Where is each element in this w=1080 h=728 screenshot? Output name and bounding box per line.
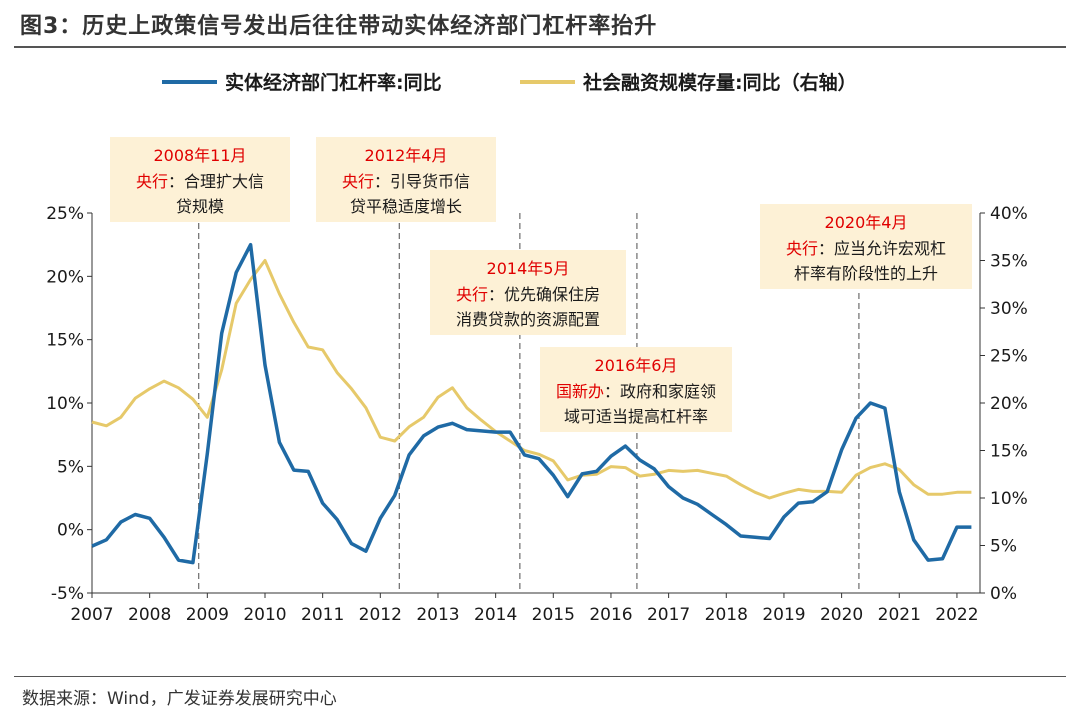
- legend-label-leverage: 实体经济部门杠杆率:同比: [225, 71, 442, 94]
- annotation-org: 央行: [342, 172, 374, 191]
- annotation-line-2: 域可适当提高杠杆率: [564, 407, 708, 426]
- x-tick-label: 2011: [301, 605, 344, 625]
- y-left-tick-label: 0%: [57, 521, 84, 541]
- annotation-line-2: 贷平稳适度增长: [350, 197, 462, 216]
- annotation-text: ：合理扩大信: [168, 172, 264, 191]
- annotation-box: [540, 347, 732, 432]
- y-right-tick-label: 20%: [990, 394, 1028, 414]
- x-tick-label: 2014: [474, 605, 517, 625]
- annotation-text: ：政府和家庭领: [604, 382, 716, 401]
- annotation-line-1: 央行：应当允许宏观杠: [786, 239, 946, 258]
- annotation-box: [110, 137, 290, 222]
- annotation-box: [430, 250, 626, 335]
- annotation-org: 央行: [786, 239, 818, 258]
- annotation-date: 2012年4月: [365, 146, 448, 165]
- x-tick-label: 2016: [589, 605, 632, 625]
- x-tick-label: 2020: [820, 605, 863, 625]
- title-rule: [14, 46, 1066, 48]
- y-right-tick-label: 25%: [990, 347, 1028, 367]
- x-tick-label: 2009: [186, 605, 229, 625]
- annotation-line-1: 央行：优先确保住房: [456, 285, 600, 304]
- y-right-tick-label: 40%: [990, 204, 1028, 224]
- y-left-tick-label: 15%: [46, 331, 84, 351]
- y-left-tick-label: -5%: [51, 584, 84, 604]
- x-tick-label: 2010: [243, 605, 286, 625]
- annotation-org: 国新办: [556, 382, 604, 401]
- annotation-org: 央行: [136, 172, 168, 191]
- x-tick-label: 2015: [532, 605, 575, 625]
- source-note: 数据来源：Wind，广发证券发展研究中心: [22, 689, 337, 709]
- y-left-tick-label: 20%: [46, 267, 84, 287]
- annotation-line-1: 国新办：政府和家庭领: [556, 382, 716, 401]
- annotation-date: 2020年4月: [825, 213, 908, 232]
- x-tick-label: 2022: [935, 605, 978, 625]
- y-left-tick-label: 25%: [46, 204, 84, 224]
- annotation-line-2: 贷规模: [176, 197, 224, 216]
- y-right-tick-label: 30%: [990, 299, 1028, 319]
- annotation-line-1: 央行：引导货币信: [342, 172, 470, 191]
- annotation-text: ：应当允许宏观杠: [818, 239, 946, 258]
- y-left-tick-label: 10%: [46, 394, 84, 414]
- y-right-tick-label: 35%: [990, 252, 1028, 272]
- x-tick-label: 2012: [359, 605, 402, 625]
- x-tick-label: 2021: [878, 605, 921, 625]
- y-right-tick-label: 5%: [990, 537, 1017, 557]
- x-tick-label: 2018: [705, 605, 748, 625]
- x-tick-label: 2008: [128, 605, 171, 625]
- series-line-leverage: [91, 242, 972, 565]
- figure-title: 图3：历史上政策信号发出后往往带动实体经济部门杠杆率抬升: [20, 14, 658, 39]
- footer-rule: [14, 676, 1066, 677]
- x-tick-label: 2007: [70, 605, 113, 625]
- y-left-tick-label: 5%: [57, 457, 84, 477]
- annotation-text: ：优先确保住房: [488, 285, 600, 304]
- annotation-text: ：引导货币信: [374, 172, 470, 191]
- y-right-tick-label: 0%: [990, 584, 1017, 604]
- x-tick-label: 2013: [416, 605, 459, 625]
- annotation-line-1: 央行：合理扩大信: [136, 172, 264, 191]
- annotation-line-2: 消费贷款的资源配置: [456, 310, 600, 329]
- annotation-line-2: 杆率有阶段性的上升: [794, 264, 938, 283]
- y-right-tick-label: 15%: [990, 442, 1028, 462]
- legend-label-social-financing: 社会融资规模存量:同比（右轴）: [582, 71, 857, 94]
- y-right-tick-label: 10%: [990, 489, 1028, 509]
- annotation-date: 2014年5月: [487, 259, 570, 278]
- x-tick-label: 2019: [762, 605, 805, 625]
- annotation-box: [760, 204, 972, 289]
- annotation-org: 央行: [456, 285, 488, 304]
- annotation-date: 2016年6月: [595, 356, 678, 375]
- annotation-box: [316, 137, 496, 222]
- chart: 25% 20% 15% 10% 5% 0% -5% 40% 35% 30% 25% 20% 15% 10%…: [46, 71, 1028, 625]
- x-tick-label: 2017: [647, 605, 690, 625]
- annotation-date: 2008年11月: [153, 146, 246, 165]
